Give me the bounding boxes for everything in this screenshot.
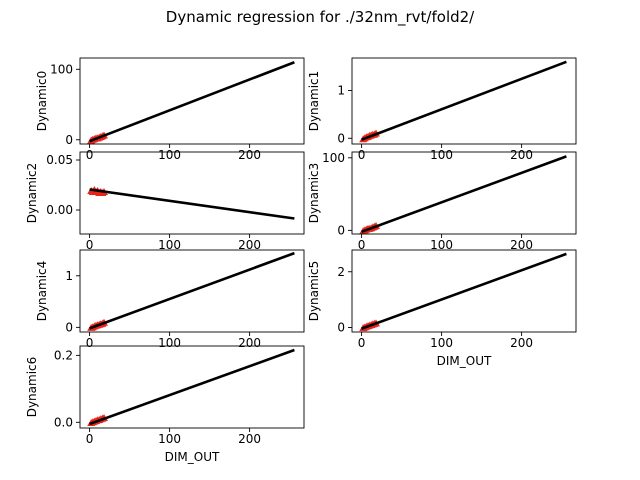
axes-frame: [79, 151, 305, 235]
y-axis-label: Dynamic2: [25, 163, 39, 224]
y-axis-label: Dynamic3: [307, 163, 321, 224]
x-tick-label: 200: [510, 336, 533, 350]
x-tick-label: 0: [86, 238, 94, 252]
axes-frame: [351, 249, 577, 333]
y-axis-label: Dynamic1: [307, 71, 321, 132]
y-tick-label: 0: [337, 321, 345, 335]
y-tick-label: 0.2: [54, 348, 73, 362]
subplot-dynamic6: 0 100 200 0.0 0.2 Dynamic6 DIM_OUT: [25, 345, 305, 464]
x-axis-label: DIM_OUT: [437, 354, 492, 368]
fit-line: [89, 348, 295, 426]
y-tick-label: 0: [337, 223, 345, 237]
y-tick-label: 0.0: [54, 415, 73, 429]
fit-line: [361, 252, 567, 330]
y-tick-label: 100: [50, 62, 73, 76]
y-axis-label: Dynamic5: [307, 261, 321, 322]
x-tick-label: 200: [238, 148, 261, 162]
y-tick-label: 1: [65, 269, 73, 283]
figure-title: Dynamic regression for ./32nm_rvt/fold2/: [166, 8, 475, 27]
y-tick-label: 1: [337, 83, 345, 97]
x-tick-label: 0: [86, 432, 94, 446]
x-tick-label: 0: [358, 336, 366, 350]
y-axis-label: Dynamic4: [35, 261, 49, 322]
axes-frame: [79, 345, 305, 429]
x-tick-label: 0: [358, 238, 366, 252]
axes-frame: [351, 151, 577, 235]
fit-line: [89, 188, 295, 220]
x-tick-label: 200: [510, 238, 533, 252]
x-tick-label: 100: [158, 336, 181, 350]
y-tick-label: 0: [65, 133, 73, 147]
y-tick-label: 0.00: [46, 203, 73, 217]
x-tick-label: 0: [358, 148, 366, 162]
subplot-dynamic5: 0 100 200 0 2 Dynamic5 DIM_OUT: [307, 249, 577, 368]
y-tick-label: 100: [322, 151, 345, 165]
y-tick-label: 0: [65, 320, 73, 334]
x-tick-label: 100: [158, 238, 181, 252]
x-axis-label: DIM_OUT: [165, 450, 220, 464]
x-tick-label: 200: [238, 432, 261, 446]
x-tick-label: 200: [238, 336, 261, 350]
fit-line: [89, 61, 295, 143]
y-tick-label: 2: [337, 265, 345, 279]
x-tick-label: 0: [86, 336, 94, 350]
axes-frame: [351, 57, 577, 145]
axes-frame: [79, 57, 305, 145]
subplot-dynamic2: 0 100 200 0.00 0.05 Dynamic2: [25, 151, 305, 252]
y-tick-label: 0.05: [46, 153, 73, 167]
x-tick-label: 100: [430, 336, 453, 350]
x-tick-label: 200: [510, 148, 533, 162]
y-axis-label: Dynamic6: [25, 357, 39, 418]
x-tick-label: 0: [86, 148, 94, 162]
x-tick-label: 100: [158, 432, 181, 446]
fit-line: [361, 155, 567, 234]
subplot-dynamic1: 0 100 200 0 1 Dynamic1: [307, 57, 577, 162]
fit-line: [361, 60, 567, 141]
x-tick-label: 100: [158, 148, 181, 162]
x-tick-label: 100: [430, 148, 453, 162]
subplot-dynamic4: 0 100 200 0 1 Dynamic4: [35, 249, 305, 350]
fit-line: [89, 251, 295, 330]
x-tick-label: 100: [430, 238, 453, 252]
x-tick-label: 200: [238, 238, 261, 252]
y-tick-label: 0: [337, 131, 345, 145]
axes-frame: [79, 249, 305, 333]
y-axis-label: Dynamic0: [35, 71, 49, 132]
